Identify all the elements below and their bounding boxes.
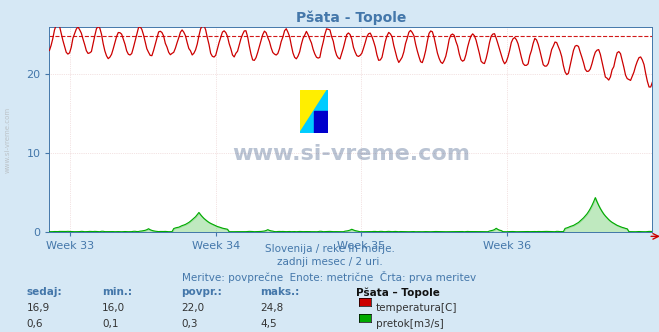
Text: min.:: min.: bbox=[102, 287, 132, 297]
Polygon shape bbox=[300, 90, 328, 133]
Text: Slovenija / reke in morje.: Slovenija / reke in morje. bbox=[264, 244, 395, 254]
Text: www.si-vreme.com: www.si-vreme.com bbox=[5, 106, 11, 173]
Text: 0,3: 0,3 bbox=[181, 319, 198, 329]
Bar bbox=[314, 111, 328, 133]
Text: 0,1: 0,1 bbox=[102, 319, 119, 329]
Title: Pšata - Topole: Pšata - Topole bbox=[296, 11, 406, 25]
Text: povpr.:: povpr.: bbox=[181, 287, 222, 297]
Text: temperatura[C]: temperatura[C] bbox=[376, 303, 457, 313]
Text: pretok[m3/s]: pretok[m3/s] bbox=[376, 319, 444, 329]
Text: 22,0: 22,0 bbox=[181, 303, 204, 313]
Polygon shape bbox=[300, 90, 328, 133]
Text: 0,6: 0,6 bbox=[26, 319, 43, 329]
Text: maks.:: maks.: bbox=[260, 287, 300, 297]
Text: zadnji mesec / 2 uri.: zadnji mesec / 2 uri. bbox=[277, 257, 382, 267]
Text: sedaj:: sedaj: bbox=[26, 287, 62, 297]
Text: 16,0: 16,0 bbox=[102, 303, 125, 313]
Text: 24,8: 24,8 bbox=[260, 303, 283, 313]
Text: Meritve: povprečne  Enote: metrične  Črta: prva meritev: Meritve: povprečne Enote: metrične Črta:… bbox=[183, 271, 476, 283]
Text: 4,5: 4,5 bbox=[260, 319, 277, 329]
Text: www.si-vreme.com: www.si-vreme.com bbox=[232, 144, 470, 164]
Text: 16,9: 16,9 bbox=[26, 303, 49, 313]
Text: Pšata – Topole: Pšata – Topole bbox=[356, 287, 440, 298]
